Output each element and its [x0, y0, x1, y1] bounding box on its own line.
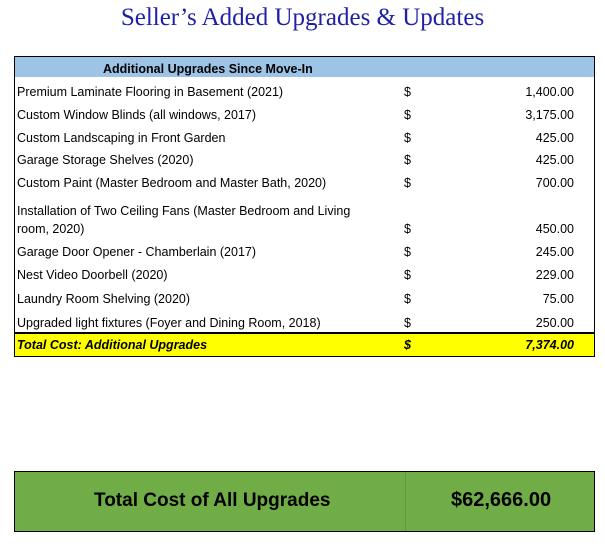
- row-currency: $: [404, 85, 411, 99]
- row-amount: 425.00: [535, 153, 574, 167]
- row-amount: 700.00: [535, 176, 574, 190]
- row-currency: $: [404, 131, 411, 145]
- row-currency: $: [404, 108, 411, 122]
- row-amount: 229.00: [535, 268, 574, 282]
- row-amount: 425.00: [535, 131, 574, 145]
- row-description: Garage Storage Shelves (2020): [17, 153, 194, 167]
- table-header-label: Additional Upgrades Since Move-In: [103, 62, 313, 76]
- row-description: Custom Paint (Master Bedroom and Master …: [17, 176, 327, 190]
- row-description: Upgraded light fixtures (Foyer and Dinin…: [17, 316, 321, 330]
- table-header: Additional Upgrades Since Move-In: [15, 57, 594, 77]
- grand-total-label: Total Cost of All Upgrades: [94, 490, 331, 511]
- row-description-line1: Installation of Two Ceiling Fans (Master…: [17, 204, 351, 218]
- grand-total-box: Total Cost of All Upgrades $62,666.00: [14, 471, 595, 532]
- total-amount: 7,374.00: [525, 338, 574, 352]
- row-amount: 250.00: [535, 316, 574, 330]
- grand-total-value: $62,666.00: [451, 489, 552, 511]
- row-description-line2: room, 2020): [17, 222, 85, 236]
- row-amount: 1,400.00: [525, 85, 574, 99]
- row-amount: 3,175.00: [525, 108, 574, 122]
- upgrades-table: Additional Upgrades Since Move-In Premiu…: [14, 56, 595, 357]
- row-currency: $: [404, 292, 411, 306]
- grand-total-divider: [405, 472, 406, 531]
- row-description: Custom Window Blinds (all windows, 2017): [17, 108, 256, 122]
- row-description: Laundry Room Shelving (2020): [17, 292, 191, 306]
- row-currency: $: [404, 176, 411, 190]
- row-currency: $: [404, 245, 411, 259]
- row-description: Custom Landscaping in Front Garden: [17, 131, 226, 145]
- row-description: Premium Laminate Flooring in Basement (2…: [17, 85, 284, 99]
- row-amount: 245.00: [535, 245, 574, 259]
- row-currency: $: [404, 316, 411, 330]
- row-description: Nest Video Doorbell (2020): [17, 268, 168, 282]
- row-amount: 450.00: [535, 222, 574, 236]
- row-description: Garage Door Opener - Chamberlain (2017): [17, 245, 257, 259]
- page-title: Seller’s Added Upgrades & Updates: [120, 4, 485, 31]
- total-label: Total Cost: Additional Upgrades: [17, 338, 208, 352]
- row-amount: 75.00: [542, 292, 574, 306]
- total-row: Total Cost: Additional Upgrades $ 7,374.…: [15, 332, 594, 356]
- row-currency: $: [404, 222, 411, 236]
- row-currency: $: [404, 268, 411, 282]
- row-currency: $: [404, 153, 411, 167]
- total-currency: $: [404, 338, 411, 352]
